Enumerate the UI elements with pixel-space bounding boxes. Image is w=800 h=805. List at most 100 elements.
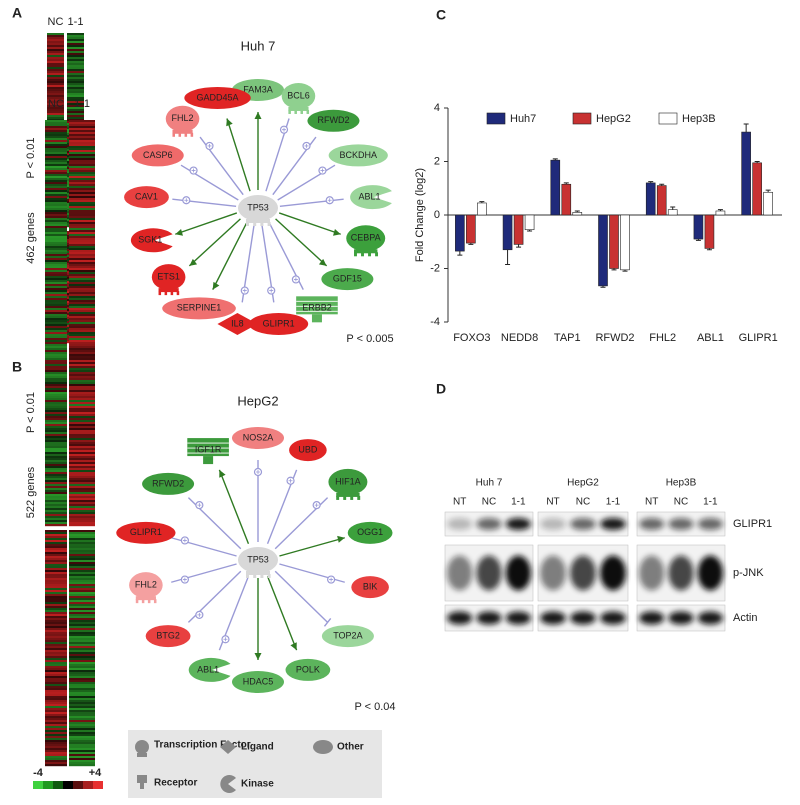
heatmap-cell [45,348,67,351]
node-shape [190,132,194,137]
heatmap-cell [45,446,67,449]
heatmap-cell [69,530,95,533]
heatmap-cell [45,690,67,693]
heatmap-cell [45,646,67,649]
edge-marker [314,503,319,508]
heatmap-cell [47,33,64,36]
heatmap-cell [45,652,67,655]
error-bar [457,251,463,256]
error-bar [754,161,760,163]
heatmap-cell [69,192,95,195]
node-label: SERPINE1 [177,303,222,313]
heatmap-cell [69,404,95,407]
node-shape [188,657,231,682]
heatmap-cell [45,730,67,733]
heatmap-cell [69,310,95,313]
heatmap-cell [69,628,95,631]
legend-label: HepG2 [596,113,631,125]
heatmap-cell [45,336,67,339]
blot-band [570,518,596,530]
node-shape [311,314,322,323]
heatmap-cell [45,540,67,543]
heatmap-cell [47,103,64,106]
heatmap-cell [47,115,64,118]
heatmap-cell [45,298,67,301]
y-axis-label: Fold Change (log2) [414,168,426,262]
heatmap-cell [67,105,84,108]
heatmap-cell [69,392,95,395]
node: RFWD2 [142,472,195,495]
heatmap-cell [67,115,84,118]
heatmap-cell [45,122,67,125]
heatmap-cell [45,514,67,517]
heatmap-cell [45,166,67,169]
heatmap-cell [69,210,95,213]
heatmap-cell [69,482,95,485]
heatmap-cell [45,716,67,719]
blot-band [600,555,626,591]
heatmap-cell [69,428,95,431]
heatmap-cell [69,156,95,159]
blot-band [570,555,596,591]
heatmap-cell [45,192,67,195]
edge-arrow [219,469,226,478]
node-shape [260,222,264,226]
node-label: OGG1 [357,527,383,537]
heatmap-cell [69,734,95,737]
column-label: NC [48,98,64,110]
heatmap-cell [45,198,67,201]
node-shape [253,222,257,226]
blot-band [639,518,665,530]
blot-band [505,518,531,530]
heatmap-cell [69,390,95,393]
node: GDF15 [321,268,374,291]
heatmap-cell [67,69,84,72]
heatmap-cell [69,396,95,399]
heatmap-cell [69,254,95,257]
heatmap-cell [45,168,67,171]
heatmap-cell [45,534,67,537]
heatmap-cell [45,312,67,315]
edge-marker [282,127,287,132]
network-title: HepG2 [237,393,278,408]
node-shape [321,268,374,291]
node-shape [300,109,303,114]
heatmap-cell [45,524,67,527]
heatmap-cell [45,500,67,503]
lane-label: 1-1 [511,497,526,508]
heatmap-cell [69,228,95,231]
heatmap-cell [69,756,95,759]
heatmap-cell [45,466,67,469]
heatmap-cell [45,696,67,699]
heatmap-cell [45,320,67,323]
y-tick-label: -2 [430,262,440,274]
heatmap-cell [45,638,67,641]
node-label: CEBPA [351,233,381,243]
heatmap-cell [45,472,67,475]
heatmap-cell [69,422,95,425]
heatmap-cell [69,598,95,601]
heatmap-cell [69,372,95,375]
heatmap-cell [45,384,67,387]
x-tick-label: GLIPR1 [739,332,778,344]
blot-band [447,518,473,530]
heatmap-cell [69,536,95,539]
heatmap-cell [69,182,95,185]
heatmap-cell [45,672,67,675]
node-label: ETS1 [157,271,180,281]
heatmap-cell [45,294,67,297]
bar [656,185,667,216]
heatmap-cell [45,378,67,381]
heatmap-cell [67,65,84,68]
lane-label: NT [546,497,559,508]
heatmap-cell [69,230,95,233]
heatmap-cell [45,492,67,495]
heatmap-cell [69,408,95,411]
heatmap-cell [69,758,95,761]
edge [279,198,344,208]
heatmap-cell [69,288,95,291]
heatmap-cell [45,642,67,645]
heatmap-cell [67,63,84,66]
heatmap-cell [69,580,95,583]
edge-marker [182,538,187,543]
